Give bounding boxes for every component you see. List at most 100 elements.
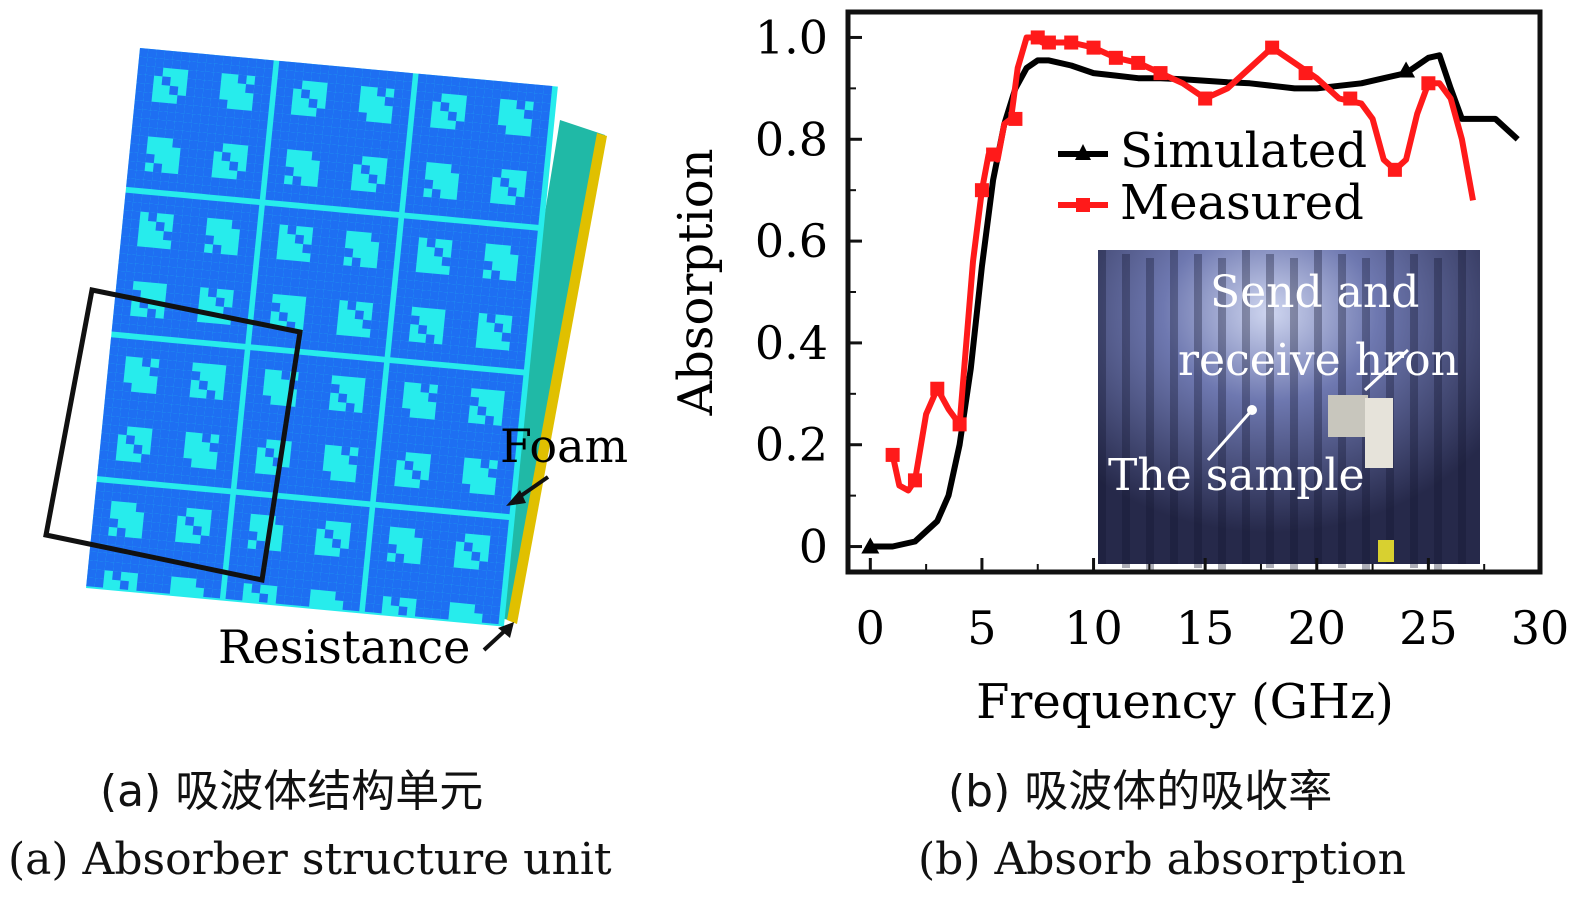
pattern-pixel: [161, 76, 171, 86]
pattern-pixel: [275, 516, 285, 526]
pattern-pixel: [531, 119, 541, 129]
pattern-pixel: [400, 244, 410, 254]
pattern-pixel: [504, 134, 514, 144]
pattern-pixel: [496, 553, 506, 564]
pattern-pixel: [464, 200, 474, 211]
pattern-pixel: [387, 70, 397, 81]
pattern-pixel: [475, 595, 485, 606]
pattern-pixel: [214, 133, 225, 144]
pattern-pixel: [400, 580, 411, 590]
pattern-pixel: [94, 578, 104, 588]
pattern-pixel: [361, 491, 372, 502]
pattern-pixel: [543, 85, 553, 95]
pattern-pixel: [353, 575, 363, 586]
pattern-pixel: [276, 498, 287, 509]
pattern-pixel: [150, 437, 161, 447]
pattern-pixel: [115, 364, 126, 374]
pattern-pixel: [483, 88, 493, 99]
pattern-pixel: [312, 315, 322, 325]
pattern-pixel: [318, 254, 328, 264]
pattern-pixel: [290, 441, 301, 452]
pattern-pixel: [463, 209, 473, 219]
chamber-absorber-stripe: [1434, 258, 1442, 572]
pattern-pixel: [335, 582, 346, 593]
pattern-pixel: [123, 201, 134, 211]
pattern-pixel: [112, 483, 122, 493]
pattern-pixel: [449, 514, 459, 525]
pattern-pixel: [147, 48, 157, 59]
data-point-measured: [907, 473, 922, 488]
pattern-pixel: [137, 573, 147, 583]
pattern-pixel: [431, 188, 441, 199]
pattern-pixel: [246, 238, 256, 249]
pattern-pixel: [460, 576, 470, 587]
pattern-pixel: [148, 118, 159, 129]
pattern-pixel: [311, 63, 322, 74]
pattern-pixel: [357, 532, 368, 542]
pattern-pixel: [178, 156, 189, 167]
pattern-pixel: [241, 291, 251, 301]
pattern-pixel: [134, 178, 144, 189]
pattern-pixel: [131, 461, 141, 472]
pattern-pixel: [109, 433, 119, 443]
pattern-pixel: [482, 526, 492, 536]
pattern-pixel: [205, 62, 215, 73]
pattern-pixel: [115, 536, 125, 546]
pattern-pixel: [436, 221, 446, 231]
pattern-pixel: [196, 149, 206, 160]
pattern-pixel: [313, 218, 323, 229]
pattern-pixel: [159, 181, 169, 191]
resistance-arrowhead: [498, 622, 514, 638]
pattern-pixel: [339, 548, 349, 558]
pattern-pixel: [336, 410, 346, 421]
pattern-pixel: [300, 433, 310, 444]
pattern-pixel: [308, 434, 318, 444]
pattern-pixel: [357, 368, 367, 379]
pattern-pixel: [161, 248, 171, 259]
pattern-pixel: [290, 193, 300, 203]
pattern-pixel: [364, 293, 375, 304]
pattern-pixel: [239, 136, 250, 146]
pattern-pixel: [489, 278, 500, 289]
pattern-pixel: [476, 587, 486, 597]
pattern-pixel: [373, 370, 384, 380]
pattern-pixel: [351, 429, 361, 440]
pattern-pixel: [163, 394, 173, 405]
pattern-pixel: [194, 88, 204, 98]
pattern-pixel: [251, 327, 262, 337]
pattern-pixel: [391, 415, 402, 426]
pattern-pixel: [508, 426, 519, 437]
pattern-pixel: [330, 299, 340, 309]
pattern-pixel: [231, 56, 241, 66]
pattern-pixel: [311, 151, 321, 161]
data-point-measured: [952, 417, 967, 432]
pattern-pixel: [384, 184, 394, 194]
pattern-pixel: [113, 553, 124, 564]
pattern-pixel: [401, 98, 411, 108]
pattern-pixel: [346, 557, 357, 568]
pattern-pixel: [226, 356, 236, 367]
pattern-pixel: [170, 488, 181, 499]
pattern-pixel: [165, 377, 175, 387]
pattern-pixel: [269, 232, 279, 242]
pattern-pixel: [345, 402, 355, 413]
pattern-pixel: [129, 563, 139, 574]
pattern-pixel: [187, 405, 197, 416]
pattern-pixel: [304, 133, 315, 143]
pattern-pixel: [464, 448, 474, 459]
pattern-pixel: [403, 218, 413, 228]
pattern-pixel: [126, 347, 136, 357]
pattern-pixel: [237, 471, 247, 482]
pattern-pixel: [428, 299, 439, 309]
pattern-pixel: [461, 311, 471, 321]
pattern-pixel: [500, 177, 510, 188]
pattern-pixel: [335, 162, 345, 172]
pattern-pixel: [310, 332, 320, 342]
pattern-pixel: [402, 314, 412, 325]
pattern-pixel: [472, 201, 482, 211]
pattern-pixel: [185, 174, 195, 185]
pattern-pixel: [354, 482, 364, 492]
pattern-pixel: [373, 122, 383, 132]
pattern-pixel: [142, 264, 153, 274]
pattern-pixel: [251, 583, 261, 594]
